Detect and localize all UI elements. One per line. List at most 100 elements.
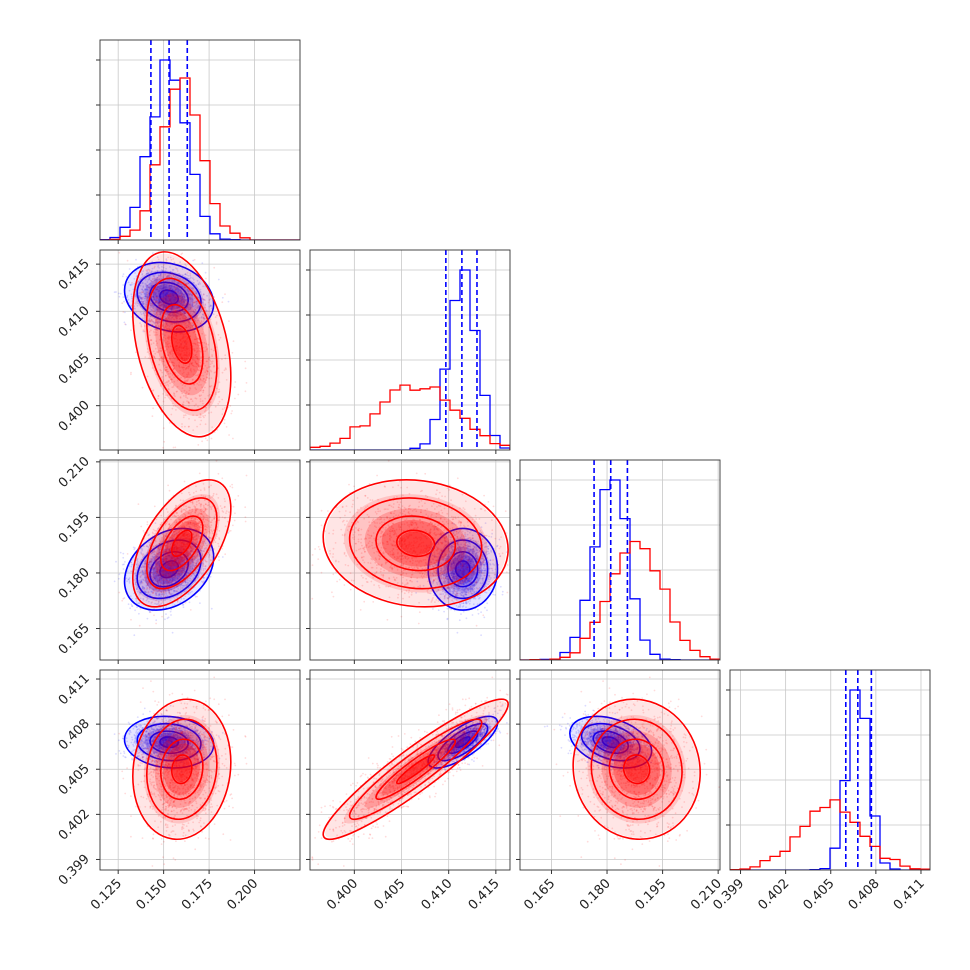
scatter-point: [205, 369, 208, 372]
scatter-point: [180, 355, 183, 358]
scatter-point: [124, 323, 127, 326]
scatter-point: [182, 289, 185, 292]
scatter-point: [170, 297, 173, 300]
scatter-point: [211, 426, 214, 428]
scatter-point: [178, 311, 181, 313]
scatter-point: [192, 324, 195, 326]
scatter-point: [183, 336, 186, 339]
scatter-point: [164, 306, 167, 308]
scatter-point: [152, 296, 154, 298]
scatter-point: [164, 294, 167, 297]
scatter-point: [174, 276, 176, 278]
scatter-point: [184, 299, 187, 301]
scatter-point: [165, 299, 168, 301]
scatter-point: [179, 283, 182, 286]
scatter-point: [146, 297, 149, 299]
scatter-point: [181, 346, 183, 349]
scatter-point: [139, 291, 142, 294]
scatter-point: [139, 311, 142, 314]
scatter-point: [189, 293, 192, 295]
scatter-point: [227, 300, 230, 303]
scatter-point: [190, 287, 192, 289]
scatter-point: [189, 308, 192, 310]
scatter-point: [163, 284, 166, 287]
scatter-point: [154, 293, 157, 296]
scatter-point: [175, 313, 177, 316]
scatter-point: [170, 272, 173, 275]
scatter-point: [168, 299, 171, 301]
scatter-point: [162, 291, 165, 294]
scatter-point: [144, 282, 147, 285]
scatter-point: [142, 270, 145, 272]
scatter-point: [193, 258, 196, 261]
scatter-point: [167, 295, 170, 298]
scatter-point: [196, 321, 199, 324]
scatter-point: [191, 302, 194, 305]
scatter-point: [192, 331, 195, 334]
scatter-point: [179, 318, 182, 320]
scatter-point: [176, 323, 178, 325]
scatter-point: [228, 434, 231, 436]
scatter-point: [191, 325, 194, 328]
scatter-point: [143, 314, 146, 316]
scatter-point: [195, 302, 198, 305]
scatter-point: [172, 294, 175, 297]
scatter-point: [179, 353, 182, 356]
contour-line: [159, 289, 179, 306]
scatter-point: [140, 305, 142, 308]
scatter-point: [176, 320, 179, 323]
scatter-point: [190, 362, 193, 365]
scatter-point: [229, 405, 232, 407]
scatter-point: [180, 302, 182, 305]
scatter-point: [177, 288, 180, 291]
scatter-point: [177, 354, 180, 357]
scatter-point: [170, 308, 173, 310]
scatter-point: [181, 387, 184, 389]
scatter-point: [180, 288, 183, 291]
scatter-point: [168, 299, 171, 302]
scatter-point: [205, 277, 207, 280]
scatter-point: [190, 276, 192, 279]
scatter-point: [191, 304, 194, 306]
scatter-point: [169, 297, 172, 299]
scatter-point: [161, 286, 163, 288]
scatter-point: [165, 298, 167, 300]
scatter-point: [177, 289, 180, 291]
scatter-point: [113, 291, 116, 293]
scatter-point: [171, 292, 174, 294]
scatter-point: [179, 353, 182, 356]
scatter-point: [218, 381, 221, 384]
scatter-point: [234, 498, 237, 501]
scatter-point: [163, 382, 166, 385]
scatter-point: [179, 354, 182, 357]
scatter-point: [167, 484, 170, 487]
scatter-point: [184, 312, 186, 315]
scatter-point: [166, 292, 169, 295]
scatter-point: [180, 357, 183, 360]
scatter-point: [141, 282, 144, 285]
scatter-point: [147, 286, 150, 289]
scatter-point: [168, 278, 171, 281]
scatter-point: [187, 337, 189, 340]
scatter-point: [125, 276, 128, 278]
scatter-point: [159, 286, 162, 289]
scatter-point: [188, 277, 191, 280]
scatter-point: [143, 302, 146, 305]
scatter-point: [188, 363, 191, 366]
scatter-point: [165, 300, 167, 303]
scatter-point: [167, 313, 170, 316]
scatter-point: [244, 360, 247, 363]
scatter-point: [244, 390, 247, 393]
scatter-point: [165, 331, 168, 334]
scatter-point: [152, 296, 155, 298]
scatter-point: [219, 336, 222, 339]
scatter-point: [180, 343, 182, 345]
scatter-point: [174, 280, 176, 283]
scatter-point: [130, 371, 132, 374]
scatter-point: [181, 392, 184, 395]
scatter-point: [151, 302, 154, 305]
scatter-point: [161, 293, 164, 295]
scatter-point: [154, 278, 157, 281]
scatter-point: [165, 261, 168, 264]
scatter-point: [173, 301, 175, 304]
